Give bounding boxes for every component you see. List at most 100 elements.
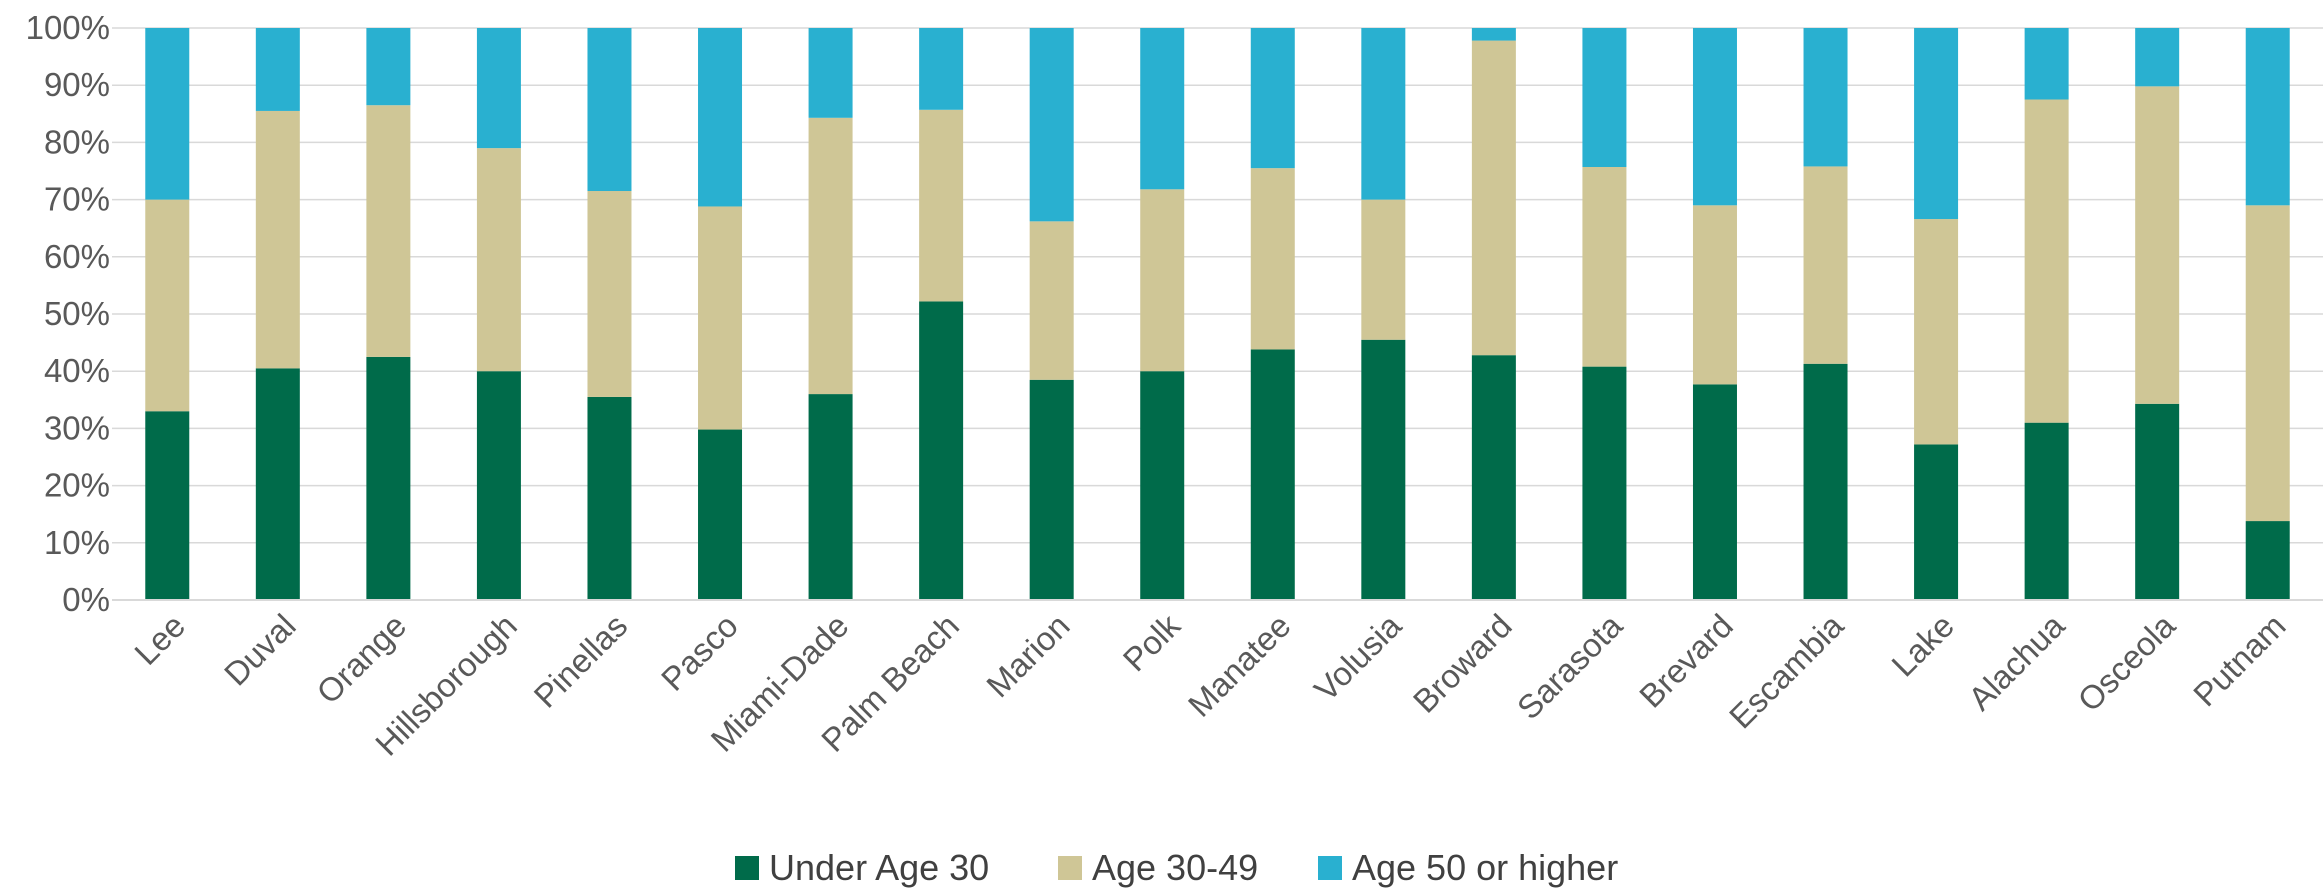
x-tick-label: Volusia: [1307, 606, 1409, 708]
bar-segment: [1914, 28, 1959, 220]
bar-segment: [2245, 28, 2290, 206]
y-axis-tick-labels: 0% 10% 20% 30% 40% 50% 60% 70% 80% 90% 100%: [26, 9, 110, 618]
bar-segment: [145, 199, 190, 412]
bar-segment: [1361, 339, 1406, 600]
x-tick-label: Lee: [127, 607, 192, 672]
bar-segment: [1692, 384, 1737, 600]
bar-segment: [698, 206, 743, 430]
bar-segment: [1029, 28, 1074, 222]
x-tick-label: Manatee: [1181, 607, 1298, 724]
y-tick-label: 60%: [44, 238, 110, 275]
bar-segment: [1250, 349, 1295, 600]
bar-segment: [808, 28, 853, 118]
x-tick-label: Brevard: [1632, 607, 1740, 715]
y-tick-label: 90%: [44, 66, 110, 103]
y-tick-label: 50%: [44, 295, 110, 332]
bar-segment: [1914, 219, 1959, 445]
x-tick-label: Marion: [979, 607, 1076, 704]
x-tick-label: Duval: [217, 607, 303, 693]
bar-segment: [1582, 366, 1627, 600]
x-tick-label: Putnam: [2186, 607, 2293, 714]
x-tick-label: Escambia: [1722, 606, 1851, 735]
bar-segment: [1692, 205, 1737, 385]
x-tick-label: Pinellas: [527, 607, 635, 715]
bar-segment: [1692, 28, 1737, 206]
bar-segment: [1803, 28, 1848, 167]
bar-segment: [1250, 168, 1295, 350]
bars: [145, 28, 2290, 600]
bar-segment: [2024, 99, 2069, 423]
legend: Under Age 30 Age 30-49 Age 50 or higher: [735, 847, 1618, 888]
y-tick-label: 30%: [44, 409, 110, 446]
bar-segment: [919, 109, 964, 302]
bar-segment: [1250, 28, 1295, 169]
y-tick-label: 20%: [44, 467, 110, 504]
bar-segment: [1582, 166, 1627, 367]
bar-segment: [1471, 355, 1516, 600]
bar-segment: [919, 28, 964, 110]
bar-segment: [2024, 422, 2069, 600]
x-tick-label: Polk: [1116, 606, 1188, 678]
bar-segment: [2135, 86, 2180, 404]
bar-segment: [1140, 371, 1185, 600]
x-tick-label: Pasco: [654, 607, 745, 698]
legend-swatch: [1318, 856, 1342, 880]
bar-segment: [1471, 40, 1516, 356]
bar-segment: [2024, 28, 2069, 100]
bar-segment: [1914, 444, 1959, 600]
bar-segment: [808, 394, 853, 600]
bar-segment: [476, 28, 521, 149]
legend-label: Age 50 or higher: [1352, 847, 1618, 888]
bar-segment: [366, 105, 411, 357]
x-tick-label: Lake: [1884, 607, 1961, 684]
bar-segment: [587, 396, 632, 600]
bar-segment: [476, 148, 521, 372]
bar-segment: [698, 429, 743, 600]
bar-segment: [255, 28, 300, 111]
bar-segment: [2245, 521, 2290, 600]
bar-segment: [1361, 199, 1406, 340]
bar-segment: [255, 368, 300, 600]
y-tick-label: 0%: [62, 581, 110, 618]
x-tick-label: Broward: [1406, 607, 1519, 720]
gridlines: [112, 27, 2323, 544]
x-tick-label: Sarasota: [1510, 606, 1630, 726]
y-tick-label: 10%: [44, 524, 110, 561]
legend-swatch: [1058, 856, 1082, 880]
bar-segment: [255, 110, 300, 369]
x-tick-label: Osceola: [2070, 606, 2182, 718]
bar-segment: [919, 301, 964, 600]
bar-segment: [145, 28, 190, 200]
bar-segment: [1140, 28, 1185, 190]
x-tick-label: Alachua: [1961, 606, 2072, 717]
bar-segment: [698, 28, 743, 207]
bar-segment: [1471, 28, 1516, 41]
y-tick-label: 70%: [44, 181, 110, 218]
bar-segment: [2135, 28, 2180, 87]
legend-swatch: [735, 856, 759, 880]
bar-segment: [808, 117, 853, 395]
bar-segment: [587, 28, 632, 192]
y-tick-label: 100%: [26, 9, 110, 46]
bar-segment: [587, 191, 632, 397]
x-tick-label: Orange: [309, 607, 413, 711]
legend-label: Under Age 30: [769, 847, 989, 888]
bar-segment: [1029, 379, 1074, 600]
bar-segment: [1029, 221, 1074, 380]
bar-segment: [1582, 28, 1627, 167]
bar-segment: [2245, 205, 2290, 522]
bar-segment: [145, 411, 190, 600]
bar-segment: [1803, 166, 1848, 364]
bar-segment: [2135, 403, 2180, 600]
bar-segment: [366, 28, 411, 106]
bar-segment: [1803, 363, 1848, 600]
bar-segment: [366, 356, 411, 600]
y-tick-label: 80%: [44, 123, 110, 160]
bar-segment: [1361, 28, 1406, 200]
legend-label: Age 30-49: [1092, 847, 1258, 888]
bar-segment: [476, 371, 521, 600]
bar-segment: [1140, 189, 1185, 372]
